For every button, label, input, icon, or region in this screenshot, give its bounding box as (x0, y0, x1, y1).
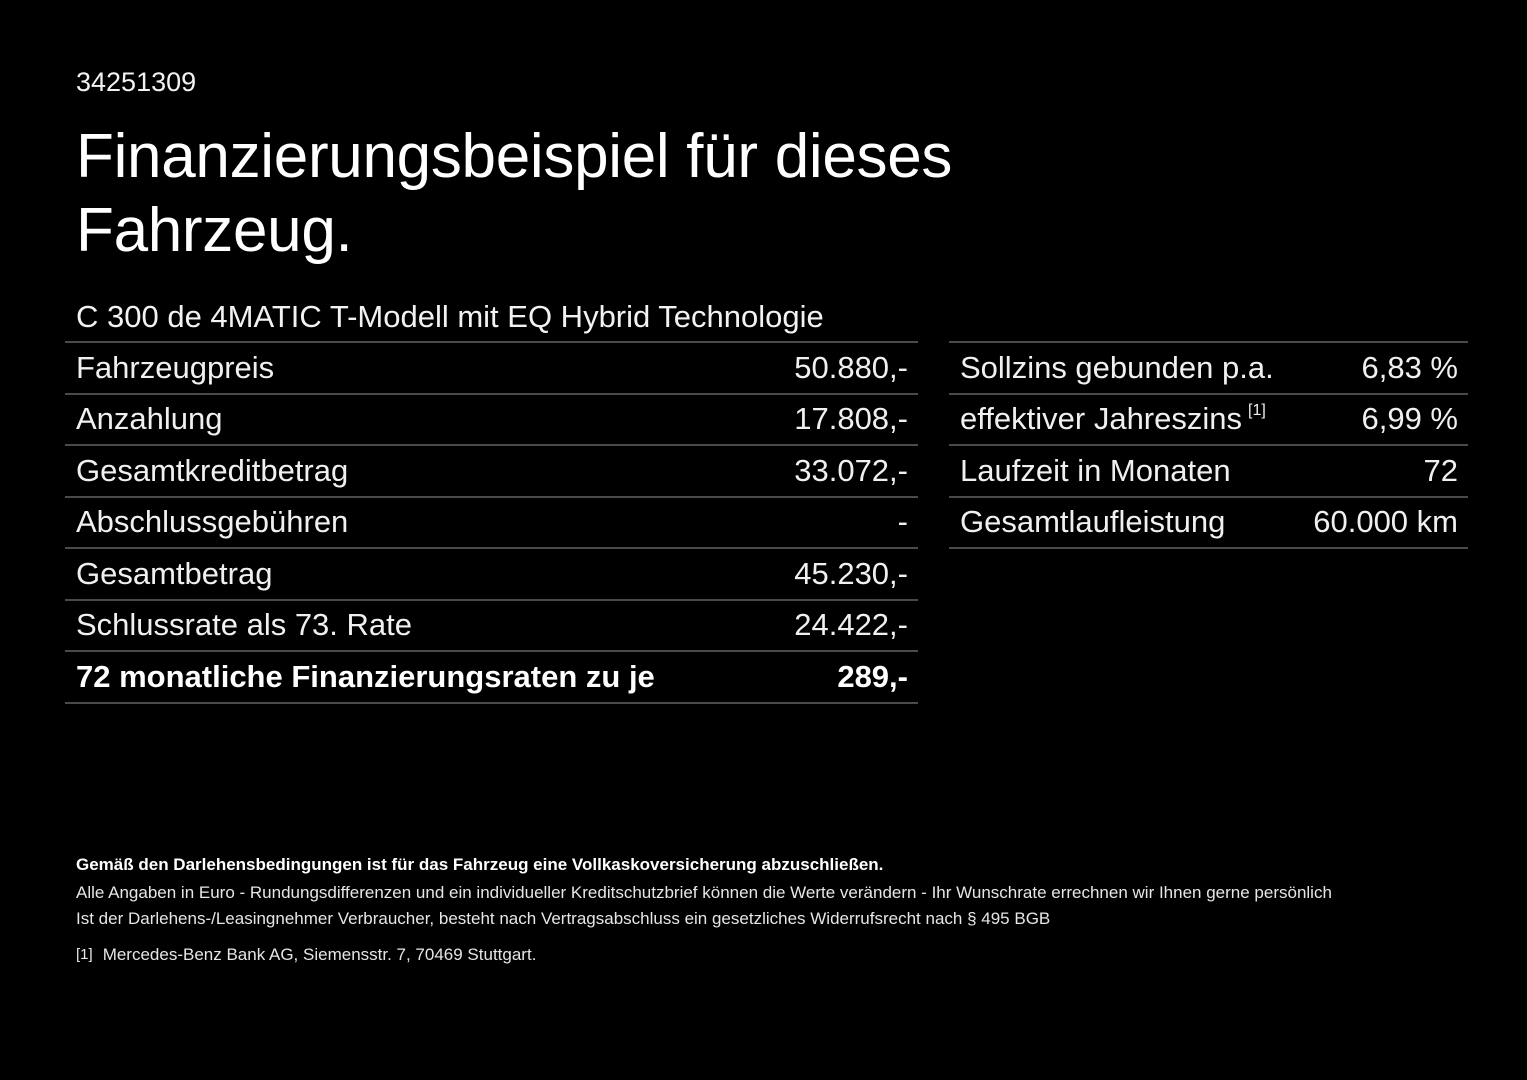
row-value: 50.880,- (794, 349, 908, 385)
footnote-marker: [1] (76, 946, 93, 963)
row-label: Abschlussgebühren (76, 504, 349, 540)
table-row-schlussrate: Schlussrate als 73. Rate 24.422,- (65, 601, 918, 652)
financing-table: Fahrzeugpreis 50.880,- Anzahlung 17.808,… (65, 341, 918, 704)
table-row-monthly-rate: 72 monatliche Finanzierungsraten zu je 2… (65, 652, 918, 704)
row-label: Laufzeit in Monaten (960, 452, 1231, 488)
row-label: 72 monatliche Finanzierungsraten zu je (76, 658, 655, 694)
row-label-text: effektiver Jahreszins (960, 401, 1242, 437)
row-label: Gesamtlaufleistung (960, 504, 1226, 540)
disclaimer-rounding: Alle Angaben in Euro - Rundungsdifferenz… (76, 883, 1332, 902)
footnote: [1] Mercedes-Benz Bank AG, Siemensstr. 7… (76, 942, 1456, 968)
row-value: 33.072,- (794, 452, 908, 488)
row-value: 17.808,- (794, 401, 908, 437)
table-row-sollzins: Sollzins gebunden p.a. 6,83 % (949, 343, 1468, 395)
row-value: 6,83 % (1361, 349, 1458, 385)
row-value: 60.000 km (1313, 504, 1458, 540)
row-value: 45.230,- (794, 555, 908, 591)
footnote-ref: [1] (1248, 402, 1266, 420)
page-title: Finanzierungsbeispiel für dieses Fahrzeu… (76, 122, 953, 265)
row-value: - (897, 504, 908, 540)
row-label: Fahrzeugpreis (76, 349, 275, 385)
table-row-laufzeit: Laufzeit in Monaten 72 (949, 446, 1468, 498)
terms-table: Sollzins gebunden p.a. 6,83 % effektiver… (949, 341, 1468, 549)
table-row-effektiver-jahreszins: effektiver Jahreszins [1] 6,99 % (949, 395, 1468, 446)
row-value: 72 (1423, 452, 1458, 488)
row-label: Schlussrate als 73. Rate (76, 607, 413, 643)
document-id: 34251309 (76, 67, 197, 97)
table-row-gesamtlaufleistung: Gesamtlaufleistung 60.000 km (949, 498, 1468, 549)
row-label: Gesamtkreditbetrag (76, 452, 349, 488)
table-row-abschlussgebuehren: Abschlussgebühren - (65, 498, 918, 549)
disclaimer-withdrawal: Ist der Darlehens-/Leasingnehmer Verbrau… (76, 909, 1051, 928)
row-value: 6,99 % (1361, 401, 1458, 437)
table-row-anzahlung: Anzahlung 17.808,- (65, 395, 918, 446)
insurance-notice: Gemäß den Darlehensbedingungen ist für d… (76, 855, 884, 874)
row-value: 289,- (837, 658, 908, 694)
table-row-gesamtkreditbetrag: Gesamtkreditbetrag 33.072,- (65, 446, 918, 498)
model-name: C 300 de 4MATIC T-Modell mit EQ Hybrid T… (76, 299, 824, 334)
row-label: Gesamtbetrag (76, 555, 273, 591)
table-row-fahrzeugpreis: Fahrzeugpreis 50.880,- (65, 343, 918, 395)
table-row-gesamtbetrag: Gesamtbetrag 45.230,- (65, 549, 918, 601)
footnote-text: Mercedes-Benz Bank AG, Siemensstr. 7, 70… (102, 945, 537, 964)
row-label: effektiver Jahreszins [1] (960, 401, 1266, 437)
row-value: 24.422,- (794, 607, 908, 643)
footer-notes: Gemäß den Darlehensbedingungen ist für d… (76, 852, 1456, 968)
row-label: Anzahlung (76, 401, 223, 437)
row-label: Sollzins gebunden p.a. (960, 349, 1274, 385)
